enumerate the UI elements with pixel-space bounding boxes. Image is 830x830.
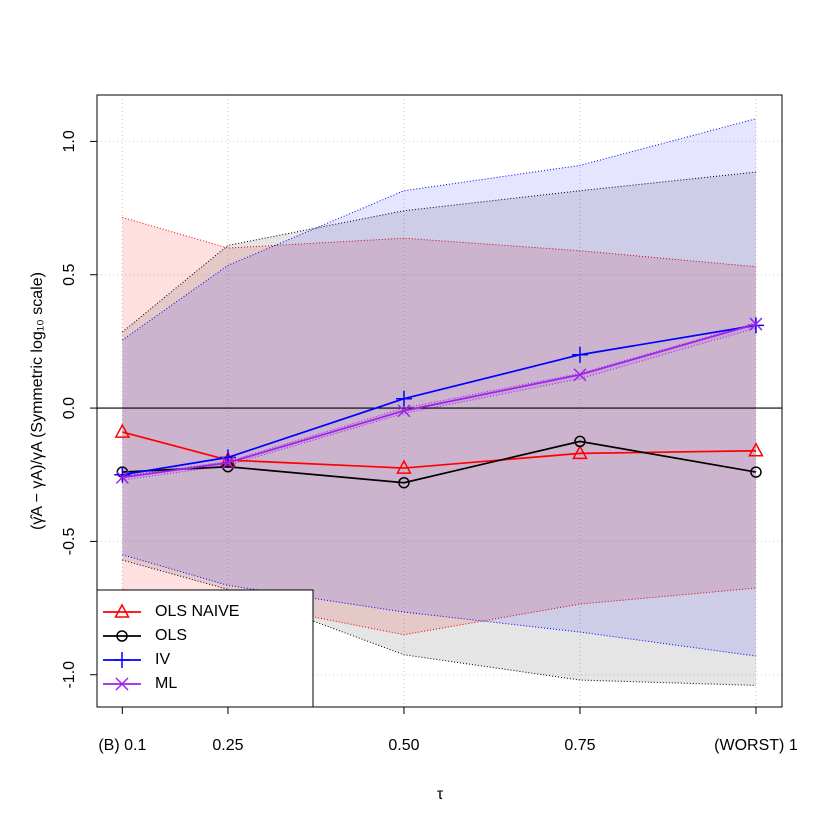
band [122,118,756,657]
legend-label: ML [155,675,177,692]
y-tick-label: 0.0 [61,397,78,419]
y-tick-label: 0.5 [61,264,78,286]
marker [221,456,235,470]
y-axis-label: (γ̂A − γA)/γA (Symmetric log₁₀ scale) [29,272,46,530]
band-edge [122,171,757,333]
band [122,322,756,481]
legend-label: OLS [155,627,187,644]
marker [571,346,588,363]
x-axis-label: τ [437,786,444,803]
x-tick-label: 0.75 [564,737,595,754]
marker [574,435,586,448]
x-tick-label: (B) 0.1 [98,737,146,754]
marker [748,442,764,457]
marker [573,368,587,382]
band-edge [122,587,756,636]
marker [114,466,131,483]
y-tick-label: 1.0 [61,130,78,152]
marker [116,630,128,642]
marker [395,390,412,407]
marker [750,466,762,478]
legend-box [96,589,314,708]
marker [114,603,130,618]
x-tick-label: (WORST) 1 [714,737,798,754]
legend-label: IV [155,651,170,668]
plot-frame [96,94,783,708]
x-tick-label: 0.50 [388,737,419,754]
marker [398,476,410,489]
legend-label: OLS NAIVE [155,603,239,620]
marker [396,459,412,474]
legend: OLS NAIVE OLS IV ML [96,589,314,708]
marker [114,652,130,668]
band [122,172,756,686]
marker [397,404,411,418]
marker [115,677,129,691]
y-tick-label: -1.0 [61,661,78,689]
band-edge [122,559,756,686]
series-line [122,431,756,469]
series-line [122,440,757,484]
marker [572,444,588,460]
x-tick-label: 0.25 [212,737,243,754]
marker [114,423,131,438]
band [122,217,756,635]
marker [115,470,129,484]
y-tick-label: -0.5 [61,528,78,556]
marker [749,317,763,331]
